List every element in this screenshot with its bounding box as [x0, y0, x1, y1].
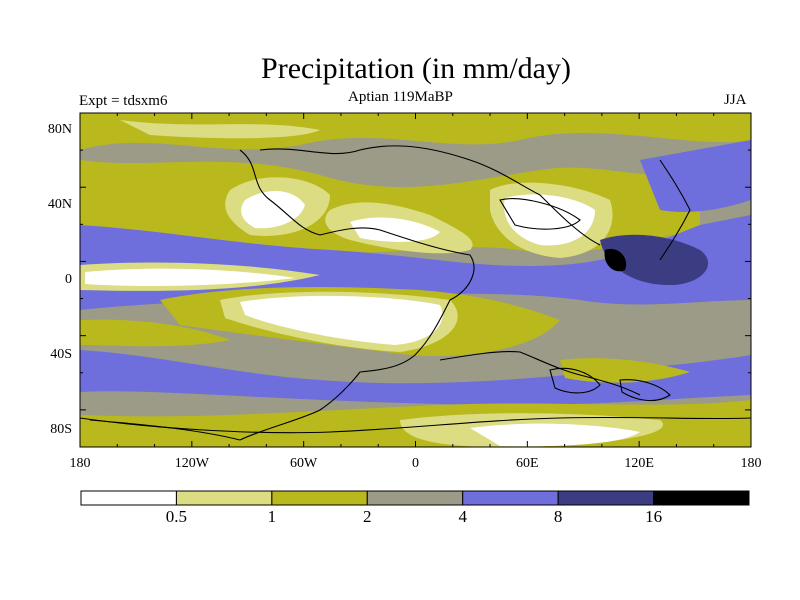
season-label: JJA — [724, 92, 747, 108]
colorbar-label: 2 — [363, 507, 372, 526]
coastline-india-australia — [549, 367, 601, 394]
x-tick-label: 60W — [290, 456, 318, 471]
precipitation-field — [80, 113, 751, 447]
y-tick-label: 80N — [47, 122, 72, 137]
x-tick-label: 0 — [412, 456, 419, 471]
axis-ticks — [79, 112, 752, 448]
x-tick-label: 180 — [69, 456, 91, 471]
y-tick-label: 0 — [65, 272, 72, 287]
map-title: Precipitation (in mm/day) — [261, 52, 571, 85]
field-southern-land-olive — [560, 358, 690, 383]
y-tick-label: 80S — [50, 422, 72, 437]
colorbar-label: 16 — [645, 507, 663, 526]
field-north-olive — [80, 113, 751, 150]
y-tick-label: 40S — [50, 347, 72, 362]
coastline-asia-islands — [499, 198, 581, 230]
coastline-east-asia — [659, 159, 691, 261]
coastline-antarctic-margin — [439, 351, 641, 396]
experiment-label: Expt = tdsxm6 — [79, 93, 168, 109]
x-tick-label: 60E — [516, 456, 539, 471]
coastline-antarctica — [80, 416, 751, 434]
y-tick-label: 40N — [47, 197, 72, 212]
field-wettest — [604, 248, 627, 272]
field-east-pacific-dry — [85, 268, 295, 286]
colorbar-label: 1 — [267, 507, 277, 526]
coastlines — [80, 145, 751, 441]
field-antarctic-dry — [470, 423, 640, 447]
x-tick-label: 120E — [624, 456, 654, 471]
x-tick-label: 180 — [740, 456, 762, 471]
coastline-laurasia — [259, 145, 601, 246]
field-asia-dry — [504, 194, 595, 246]
colorbar-label: 4 — [458, 507, 467, 526]
colorbar-swatch — [653, 490, 750, 506]
x-tick-label: 120W — [174, 456, 209, 471]
colorbar-swatch — [271, 490, 368, 506]
colorbar — [80, 490, 750, 506]
field-na-dry — [241, 190, 305, 229]
field-south-dry — [240, 295, 443, 345]
colorbar-swatch — [366, 490, 464, 506]
colorbar-swatch — [462, 490, 559, 506]
field-north-light — [120, 120, 320, 139]
colorbar-swatch — [175, 490, 273, 506]
colorbar-label: 8 — [553, 507, 563, 526]
field-southeast-olive — [80, 319, 230, 347]
field-storm-track-blue — [80, 350, 751, 405]
colorbar-label: 0.5 — [165, 507, 188, 526]
colorbar-swatch — [557, 490, 655, 506]
period-label: Aptian 119MaBP — [348, 89, 453, 105]
field-nw-pacific-blue — [640, 140, 751, 212]
coastline-australia-block — [619, 379, 671, 402]
field-africa-north-dry — [350, 217, 440, 242]
field-warm-pool — [600, 234, 709, 285]
colorbar-swatch — [80, 490, 177, 506]
